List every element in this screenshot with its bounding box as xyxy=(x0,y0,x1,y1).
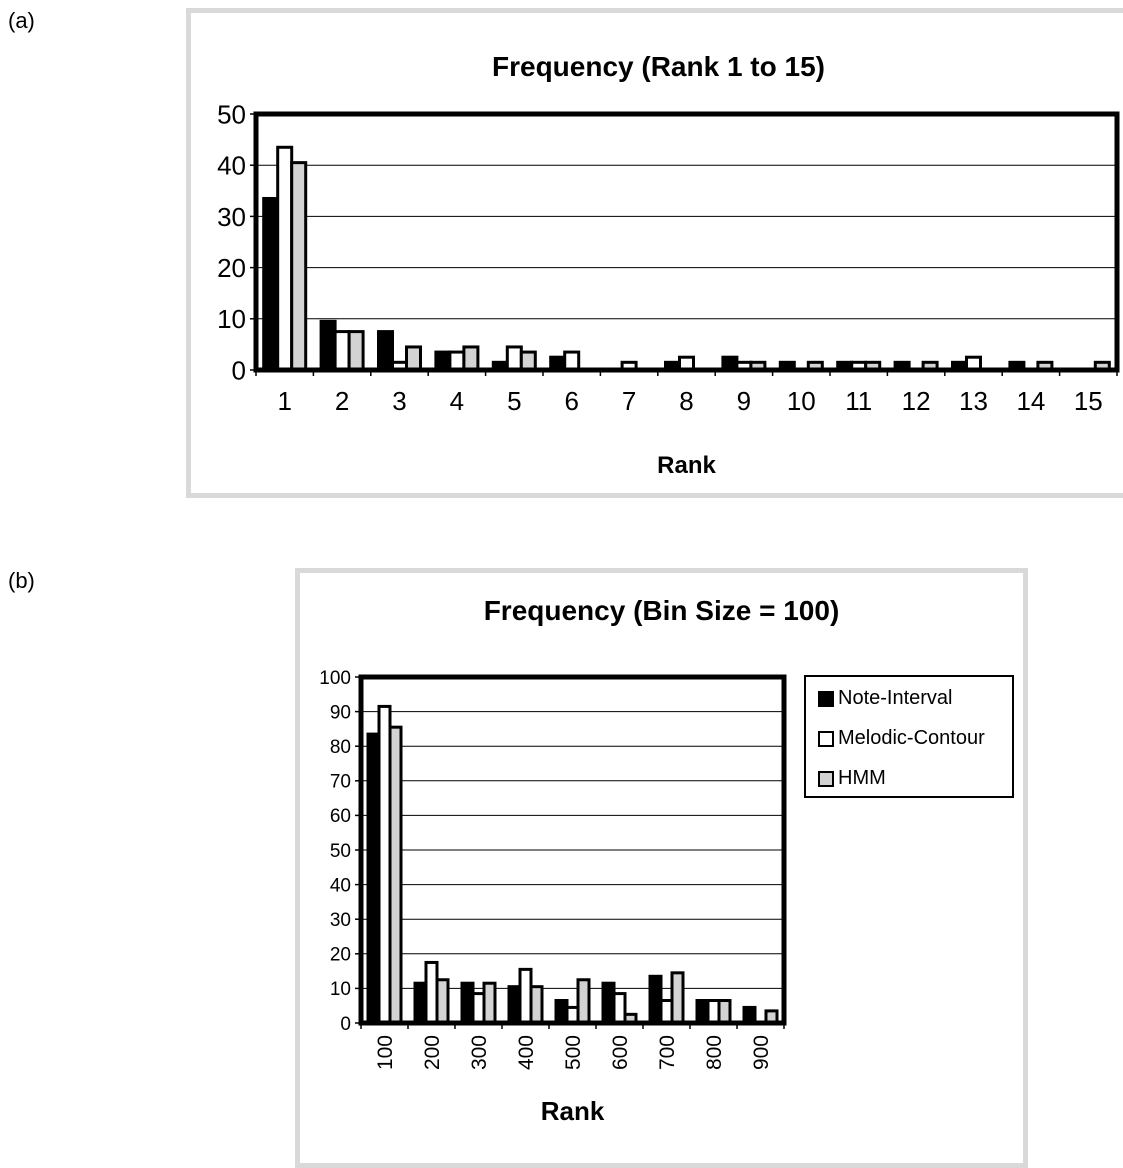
y-tick-label: 50 xyxy=(217,99,246,129)
plot-area-border xyxy=(358,674,787,1026)
x-tick-label: 12 xyxy=(902,386,931,416)
x-tick-label: 700 xyxy=(656,1035,679,1070)
x-tick-label: 800 xyxy=(703,1035,726,1070)
y-tick-label: 30 xyxy=(330,910,351,931)
bar-melodic-contour xyxy=(518,967,533,1025)
x-tick-label: 3 xyxy=(392,386,406,416)
x-tick-label: 500 xyxy=(562,1035,585,1070)
x-tick-label: 900 xyxy=(750,1035,773,1070)
legend-swatch-hmm xyxy=(818,771,834,787)
x-axis-label: Rank xyxy=(541,1096,605,1126)
x-tick-label: 600 xyxy=(609,1035,632,1070)
y-tick-label: 80 xyxy=(330,737,351,758)
bar-note-interval xyxy=(695,999,710,1025)
bar-note-interval xyxy=(554,999,569,1025)
y-tick-label: 10 xyxy=(330,979,351,1000)
bar-note-interval xyxy=(601,981,616,1025)
bar-hmm xyxy=(717,999,732,1025)
x-tick-label: 300 xyxy=(468,1035,491,1070)
y-tick-label: 50 xyxy=(330,841,351,862)
x-tick-label: 7 xyxy=(622,386,636,416)
bar-melodic-contour xyxy=(706,999,721,1025)
x-tick-label: 15 xyxy=(1074,386,1103,416)
bar-hmm xyxy=(529,985,544,1025)
x-tick-label: 9 xyxy=(737,386,751,416)
y-tick-label: 0 xyxy=(232,355,246,385)
bar-melodic-contour xyxy=(424,960,439,1025)
x-tick-label: 14 xyxy=(1016,386,1045,416)
bar-melodic-contour xyxy=(471,992,486,1025)
panel-label-b: (b) xyxy=(8,568,35,593)
x-tick-label: 200 xyxy=(421,1035,444,1070)
y-tick-label: 10 xyxy=(217,304,246,334)
y-tick-label: 20 xyxy=(217,253,246,283)
legend-swatch-melodic-contour xyxy=(818,731,834,747)
bar-melodic-contour xyxy=(659,999,674,1025)
bar-note-interval xyxy=(366,732,381,1025)
bar-note-interval xyxy=(507,985,522,1025)
bar-hmm xyxy=(435,978,450,1025)
legend-label-hmm: HMM xyxy=(838,767,886,789)
y-tick-label: 30 xyxy=(217,202,246,232)
x-tick-label: 13 xyxy=(959,386,988,416)
bar-note-interval xyxy=(648,974,663,1025)
chart-a-title: Frequency (Rank 1 to 15) xyxy=(492,51,825,82)
chart-b-frame: Frequency (Bin Size = 100) xyxy=(295,568,1028,1168)
legend-swatch-note-interval xyxy=(818,691,834,707)
bar-hmm xyxy=(670,971,685,1025)
bar-note-interval xyxy=(413,981,428,1025)
y-tick-label: 70 xyxy=(330,772,351,793)
bar-hmm xyxy=(388,725,403,1025)
y-tick-label: 40 xyxy=(217,151,246,181)
bar-melodic-contour xyxy=(612,992,627,1025)
x-tick-label: 8 xyxy=(679,386,693,416)
bar-hmm xyxy=(482,981,497,1025)
panel-label-a: (a) xyxy=(8,8,35,33)
y-tick-label: 0 xyxy=(340,1014,351,1035)
bar-hmm xyxy=(576,978,591,1025)
x-tick-label: 4 xyxy=(450,386,464,416)
plot-area-border xyxy=(253,111,1120,373)
y-tick-label: 40 xyxy=(330,875,351,896)
x-tick-label: 100 xyxy=(374,1035,397,1070)
x-axis-label: Rank xyxy=(657,452,716,479)
bar-melodic-contour xyxy=(377,704,392,1025)
chart-b-title: Frequency (Bin Size = 100) xyxy=(483,595,840,626)
chart-b-legend: Note-Interval Melodic-Contour HMM xyxy=(804,675,1014,798)
y-tick-label: 100 xyxy=(319,668,351,689)
x-tick-label: 6 xyxy=(564,386,578,416)
y-tick-label: 90 xyxy=(330,702,351,723)
legend-label-note-interval: Note-Interval xyxy=(838,687,953,709)
x-tick-label: 10 xyxy=(787,386,816,416)
bar-note-interval xyxy=(460,981,475,1025)
y-tick-label: 20 xyxy=(330,945,351,966)
chart-a-frame: Frequency (Rank 1 to 15) xyxy=(186,8,1123,498)
x-tick-label: 400 xyxy=(515,1035,538,1070)
x-tick-label: 5 xyxy=(507,386,521,416)
y-tick-label: 60 xyxy=(330,806,351,827)
legend-label-melodic-contour: Melodic-Contour xyxy=(838,727,985,749)
x-tick-label: 1 xyxy=(277,386,291,416)
x-tick-label: 2 xyxy=(335,386,349,416)
x-tick-label: 11 xyxy=(845,386,872,416)
